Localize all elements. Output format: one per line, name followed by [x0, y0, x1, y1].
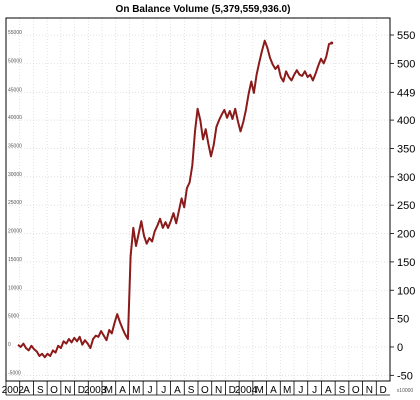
x-tick-label: O: [352, 385, 360, 396]
right-tick-label: 350: [397, 143, 415, 155]
x-tick-label: O: [201, 385, 209, 396]
left-tick-label: 35000: [8, 143, 22, 149]
right-tick-label: 200: [397, 229, 415, 241]
x-tick-label: 2004: [235, 385, 258, 396]
x-tick-label: M: [256, 385, 264, 396]
x-tick-label: D: [380, 385, 387, 396]
left-tick-label: 50000: [8, 58, 22, 64]
x-tick-label: J: [312, 385, 317, 396]
left-tick-label: 5000: [8, 314, 19, 320]
right-axis: -50 0 50 100 150 200 250 300 350 400 449 500 550: [390, 30, 415, 382]
right-tick-label: 250: [397, 200, 415, 212]
x-tick-label: A: [270, 385, 277, 396]
left-tick-label: 45000: [8, 87, 22, 93]
series-layer: [17, 39, 334, 359]
x-tick-label: D: [229, 385, 236, 396]
x-tick-label: 2002: [2, 385, 25, 396]
right-tick-label: 100: [397, 285, 415, 297]
x-tick-label: A: [325, 385, 332, 396]
left-tick-label: 20000: [8, 229, 22, 235]
obv-series-line: [17, 39, 333, 359]
x-tick-label: O: [50, 385, 58, 396]
left-tick-label: 30000: [8, 172, 22, 178]
left-tick-label: 15000: [8, 257, 22, 263]
x-tick-label: S: [339, 385, 346, 396]
x-tick-label: 2003: [84, 385, 107, 396]
x-tick-label: S: [188, 385, 195, 396]
x-tick-label: N: [215, 385, 222, 396]
x-tick-label: N: [366, 385, 373, 396]
x-tick-label: N: [64, 385, 71, 396]
left-tick-label: 40000: [8, 115, 22, 121]
right-tick-label: 50: [397, 314, 409, 326]
x-tick-label: A: [23, 385, 30, 396]
x-tick-label: M: [132, 385, 140, 396]
y-scale-label: x10000: [397, 388, 414, 394]
left-tick-label: 55000: [8, 30, 22, 36]
left-tick-label: 0: [8, 342, 11, 348]
right-tick-label: 150: [397, 257, 415, 269]
x-tick-label: J: [148, 385, 153, 396]
right-tick-label: -50: [397, 370, 413, 382]
x-tick-label: M: [283, 385, 291, 396]
right-tick-label: 300: [397, 172, 415, 184]
right-tick-label: 400: [397, 115, 415, 127]
x-tick-label: D: [78, 385, 85, 396]
x-tick-label: M: [105, 385, 113, 396]
x-tick-label: A: [174, 385, 181, 396]
right-tick-label: 0: [397, 342, 403, 354]
right-tick-label: 500: [397, 58, 415, 70]
left-tick-label: -5000: [8, 370, 21, 376]
right-tick-label: 550: [397, 30, 415, 42]
x-tick-label: A: [119, 385, 126, 396]
x-tick-label: S: [37, 385, 44, 396]
last-value-point: [330, 41, 334, 45]
right-tick-label: 449: [397, 87, 415, 99]
left-tick-label: 25000: [8, 200, 22, 206]
left-tick-label: 10000: [8, 285, 22, 291]
chart-title: On Balance Volume (5,379,559,936.0): [116, 4, 291, 15]
left-axis: -5000 0 5000 10000 15000 20000 25000 30000 35000…: [8, 30, 22, 376]
x-tick-label: J: [298, 385, 303, 396]
x-tick-label: J: [161, 385, 166, 396]
grid-layer: [6, 18, 390, 381]
